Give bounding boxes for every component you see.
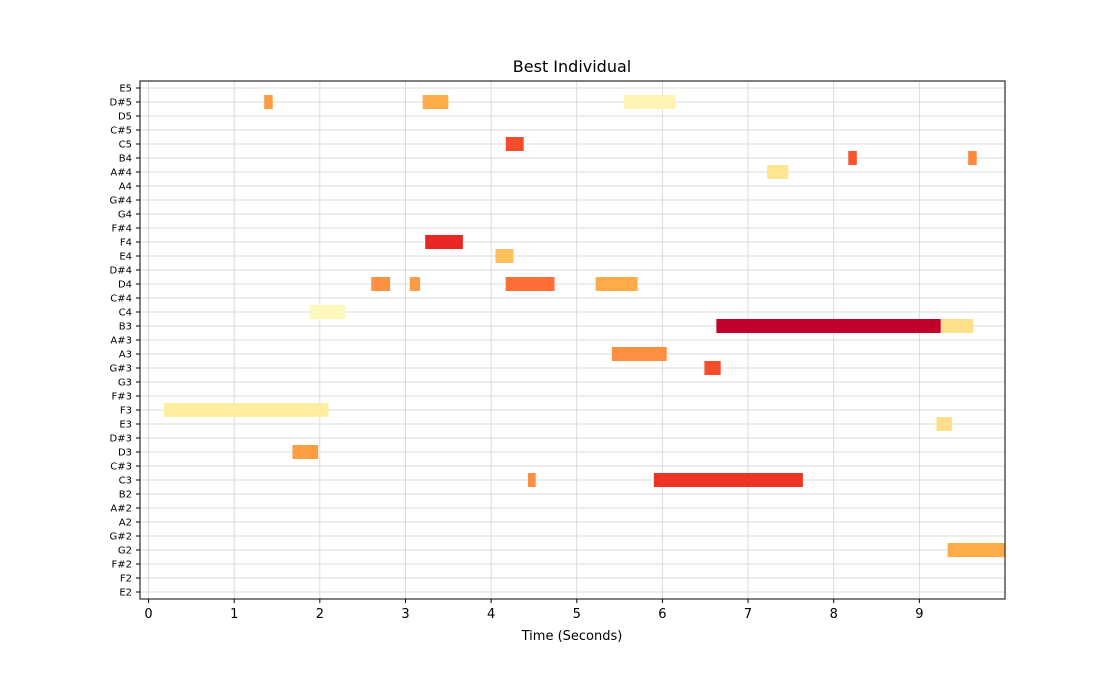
note-bar bbox=[766, 165, 789, 179]
y-tick-label: A#3 bbox=[110, 336, 132, 347]
note-bar bbox=[371, 277, 391, 291]
y-tick-label: D#5 bbox=[110, 98, 132, 109]
y-tick-label: D#3 bbox=[110, 434, 132, 445]
y-tick-label: G#3 bbox=[110, 364, 133, 375]
y-tick-label: C3 bbox=[119, 476, 132, 487]
y-tick-label: C#4 bbox=[110, 294, 132, 305]
note-bar bbox=[309, 305, 346, 319]
chart-title: Best Individual bbox=[513, 57, 631, 76]
x-tick-label: 1 bbox=[230, 607, 238, 622]
y-tick-label: G3 bbox=[118, 378, 132, 389]
note-bar bbox=[292, 445, 319, 459]
note-bar bbox=[936, 417, 952, 431]
x-tick-label: 9 bbox=[915, 607, 923, 622]
y-tick-label: F#4 bbox=[112, 224, 133, 235]
y-tick-label: D5 bbox=[118, 112, 132, 123]
y-tick-label: C#3 bbox=[110, 462, 132, 473]
y-tick-label: D4 bbox=[118, 280, 132, 291]
x-axis-ticks: 0 1 2 3 4 5 6 7 8 9 bbox=[144, 599, 923, 622]
note-bar bbox=[848, 151, 857, 165]
y-tick-label: B2 bbox=[119, 490, 132, 501]
y-tick-label: F4 bbox=[120, 238, 132, 249]
y-tick-label: C#5 bbox=[110, 126, 132, 137]
note-bar bbox=[409, 277, 421, 291]
note-bar bbox=[422, 95, 449, 109]
x-tick-label: 8 bbox=[830, 607, 838, 622]
y-tick-label: C5 bbox=[119, 140, 132, 151]
y-tick-label: A4 bbox=[119, 182, 132, 193]
x-tick-label: 6 bbox=[658, 607, 666, 622]
y-tick-label: E4 bbox=[119, 252, 132, 263]
note-bar bbox=[716, 319, 941, 333]
y-tick-label: F3 bbox=[120, 406, 132, 417]
y-tick-label: A3 bbox=[119, 350, 132, 361]
note-bar bbox=[595, 277, 638, 291]
note-bar bbox=[947, 543, 1005, 557]
x-tick-label: 3 bbox=[401, 607, 409, 622]
note-bar bbox=[495, 249, 514, 263]
x-axis-label: Time (Seconds) bbox=[521, 629, 623, 644]
y-tick-label: E5 bbox=[119, 84, 132, 95]
note-bar bbox=[623, 95, 676, 109]
y-axis-ticks: E2 F2 F#2 G2 G#2 A2 A#2 B2 C3 C#3 D3 D#3 E3 F3 F#3 G3 G#… bbox=[110, 84, 140, 599]
y-tick-label: B4 bbox=[119, 154, 132, 165]
y-tick-label: A2 bbox=[119, 518, 132, 529]
y-tick-label: B3 bbox=[119, 322, 132, 333]
note-bar bbox=[653, 473, 803, 487]
x-tick-label: 5 bbox=[573, 607, 581, 622]
note-bar bbox=[505, 277, 555, 291]
note-bar bbox=[505, 137, 524, 151]
y-tick-label: F2 bbox=[120, 574, 132, 585]
note-bar bbox=[704, 361, 721, 375]
note-bar bbox=[163, 403, 329, 417]
x-tick-label: 2 bbox=[316, 607, 324, 622]
x-tick-label: 7 bbox=[744, 607, 752, 622]
y-tick-label: C4 bbox=[119, 308, 132, 319]
note-bar bbox=[611, 347, 667, 361]
x-tick-label: 4 bbox=[487, 607, 495, 622]
y-tick-label: G#2 bbox=[110, 532, 133, 543]
note-bar bbox=[425, 235, 463, 249]
y-tick-label: F#2 bbox=[112, 560, 133, 571]
grid-lines bbox=[140, 81, 1005, 599]
note-bars bbox=[163, 95, 1005, 557]
y-tick-label: A#2 bbox=[110, 504, 132, 515]
y-tick-label: G2 bbox=[118, 546, 132, 557]
note-bar bbox=[527, 473, 536, 487]
y-tick-label: F#3 bbox=[112, 392, 133, 403]
x-tick-label: 0 bbox=[144, 607, 152, 622]
y-tick-label: G4 bbox=[118, 210, 132, 221]
y-tick-label: D3 bbox=[118, 448, 132, 459]
y-tick-label: E3 bbox=[119, 420, 132, 431]
y-tick-label: G#4 bbox=[110, 196, 133, 207]
note-bar bbox=[940, 319, 974, 333]
note-bar bbox=[968, 151, 977, 165]
y-tick-label: E2 bbox=[119, 588, 132, 599]
y-tick-label: D#4 bbox=[110, 266, 132, 277]
note-bar bbox=[264, 95, 273, 109]
y-tick-label: A#4 bbox=[110, 168, 132, 179]
